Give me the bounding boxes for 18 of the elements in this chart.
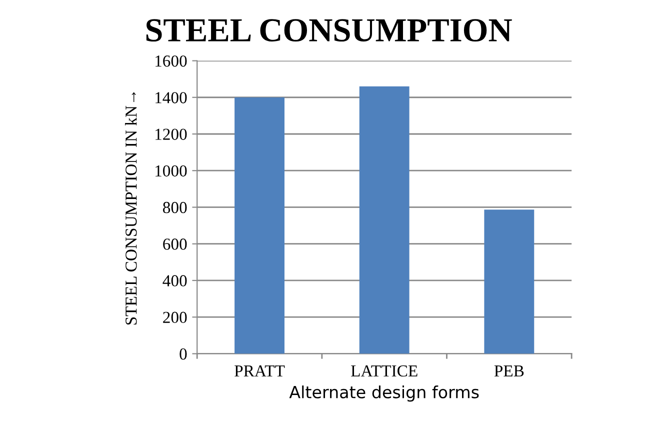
y-tick-label: 200 <box>163 312 187 324</box>
bar <box>484 210 534 354</box>
y-tick-label: 600 <box>163 238 187 250</box>
y-tick-label: 800 <box>163 202 187 214</box>
y-tick-label: 0 <box>180 348 187 360</box>
y-tick-label: 1600 <box>156 55 187 67</box>
x-axis-title: Alternate design forms <box>289 385 479 402</box>
bar <box>359 86 410 354</box>
y-tick-label: 400 <box>162 275 187 286</box>
x-tick-label: PRATT <box>234 365 285 376</box>
y-axis-title: STEEL CONSUMPTION IN kN→ <box>125 92 137 325</box>
y-tick-label: 1000 <box>156 165 187 177</box>
x-tick-label: PEB <box>494 365 524 376</box>
y-tick-label: 1400 <box>156 92 187 104</box>
chart-title: STEEL CONSUMPTION <box>146 19 512 42</box>
bar <box>234 97 284 354</box>
x-tick-label: LATTICE <box>351 365 418 377</box>
y-tick-label: 1200 <box>156 128 187 140</box>
